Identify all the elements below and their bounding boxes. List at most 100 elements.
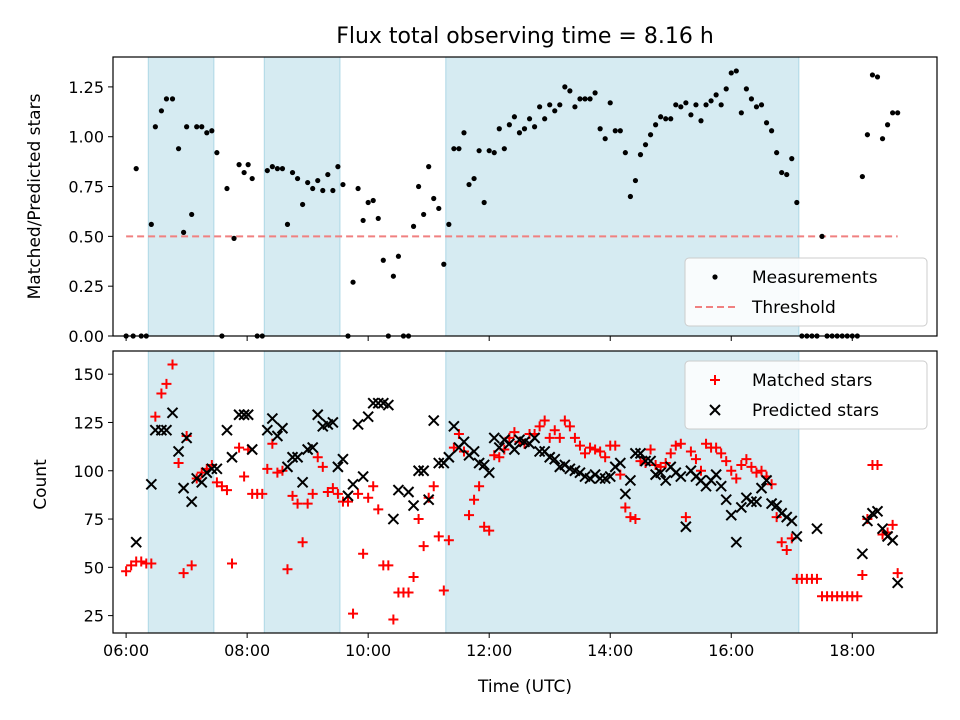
data-point: [362, 410, 374, 423]
legend-marker: [710, 375, 720, 385]
data-point: [152, 124, 158, 130]
data-point: [718, 102, 724, 108]
data-point: [869, 72, 876, 78]
data-point: [121, 566, 132, 577]
data-point: [750, 495, 763, 508]
data-point: [373, 504, 384, 515]
data-point: [306, 441, 319, 454]
data-point: [629, 447, 642, 460]
data-point: [342, 496, 353, 507]
data-point: [370, 197, 376, 204]
data-point: [594, 472, 606, 485]
data-point: [451, 146, 457, 152]
data-point: [305, 179, 311, 186]
data-point: [511, 114, 518, 120]
data-point: [758, 102, 765, 108]
data-point: [261, 424, 274, 436]
data-point: [539, 415, 550, 426]
data-point: [634, 447, 647, 460]
data-point: [180, 229, 187, 235]
bottom-xlabel: Time (UTC): [477, 677, 572, 697]
data-point: [272, 467, 283, 478]
data-point: [209, 128, 215, 134]
series-1: [123, 68, 901, 339]
data-point: [239, 471, 250, 482]
data-point: [199, 124, 205, 130]
data-point: [887, 519, 898, 530]
data-point: [763, 120, 770, 126]
data-point: [811, 573, 822, 584]
data-point: [441, 261, 447, 267]
data-point: [281, 461, 294, 473]
series-2: [130, 397, 904, 589]
data-point: [486, 148, 492, 154]
data-point: [291, 451, 304, 463]
data-point: [417, 465, 430, 477]
x-tick-label: 16:00: [708, 641, 754, 660]
data-point: [458, 436, 470, 448]
data-point: [221, 485, 232, 496]
data-point: [547, 102, 553, 108]
data-point: [307, 488, 318, 499]
data-point: [781, 544, 792, 555]
data-point: [595, 446, 606, 457]
data-point: [358, 548, 369, 559]
data-point: [456, 146, 462, 152]
axes-frame: [112, 56, 938, 337]
data-point: [431, 195, 437, 202]
axes-frame: [112, 350, 938, 634]
data-point: [380, 257, 386, 263]
data-point: [871, 505, 884, 518]
data-point: [415, 183, 422, 190]
data-point: [659, 474, 672, 487]
data-point: [448, 420, 460, 433]
data-point: [736, 459, 747, 470]
data-point: [501, 146, 507, 152]
data-point: [241, 169, 247, 176]
data-point: [126, 560, 137, 571]
legend-marker: [712, 274, 718, 280]
data-point: [879, 136, 886, 142]
data-point: [741, 454, 752, 465]
data-point: [711, 442, 722, 453]
data-point: [620, 502, 631, 513]
data-point: [619, 488, 632, 500]
data-point: [284, 221, 291, 227]
data-point: [461, 130, 467, 136]
data-point: [360, 217, 366, 224]
x-tick-label: 10:00: [345, 641, 391, 660]
data-point: [335, 164, 341, 170]
data-point: [612, 128, 618, 134]
data-point: [412, 465, 425, 477]
data-point: [549, 453, 561, 465]
data-point: [332, 488, 343, 499]
data-point: [227, 558, 238, 569]
data-point: [214, 150, 220, 156]
data-point: [332, 461, 344, 473]
data-point: [478, 459, 490, 471]
data-point: [177, 482, 190, 494]
legend-label: Matched stars: [752, 371, 872, 391]
data-point: [312, 409, 324, 421]
data-point: [590, 444, 601, 455]
legend-label: Measurements: [752, 268, 878, 288]
data-point: [322, 487, 333, 497]
data-point: [173, 458, 184, 469]
data-point: [784, 171, 790, 178]
data-point: [670, 440, 681, 451]
data-point: [443, 451, 455, 463]
data-point: [874, 74, 881, 80]
data-point: [246, 443, 258, 456]
data-point: [433, 457, 445, 469]
data-point: [768, 128, 775, 134]
data-point: [731, 473, 742, 484]
data-point: [266, 412, 279, 425]
data-point: [549, 425, 560, 436]
y-tick-label: 50: [84, 558, 104, 577]
data-point: [876, 522, 889, 535]
data-point: [748, 96, 755, 102]
data-point: [624, 474, 637, 487]
data-point: [630, 514, 641, 525]
data-point: [264, 167, 270, 174]
data-point: [488, 432, 500, 444]
